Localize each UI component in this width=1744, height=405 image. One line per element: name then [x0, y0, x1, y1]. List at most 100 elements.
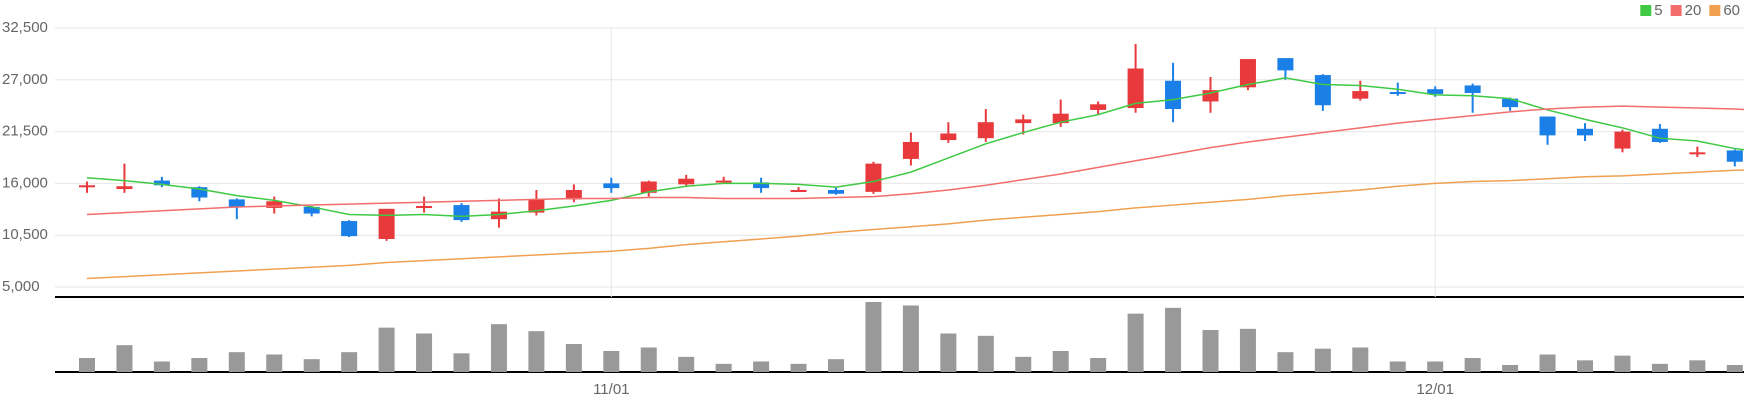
candle-body	[1052, 113, 1069, 124]
candle-body	[528, 199, 545, 213]
volume-bar	[902, 305, 919, 372]
volume-bar	[865, 302, 882, 372]
volume-bar	[1165, 307, 1182, 372]
ma-line	[86, 169, 1744, 280]
volume-bar	[303, 359, 320, 372]
candle-body	[1614, 131, 1631, 149]
candle-body	[865, 163, 882, 192]
candle-body	[1277, 58, 1294, 71]
volume-bar	[753, 361, 770, 372]
volume-bar	[453, 353, 470, 372]
y-tick-label: 10,500	[2, 226, 48, 243]
candle-body	[490, 211, 507, 220]
candle-body	[828, 189, 844, 194]
volume-bar	[1651, 363, 1668, 372]
candle-body	[753, 182, 770, 189]
candle-body	[977, 122, 994, 139]
volume-bar	[1614, 355, 1631, 372]
volume-bar	[1464, 358, 1481, 372]
volume-bar	[1389, 361, 1406, 372]
volume-bar	[341, 352, 358, 372]
volume-bar	[603, 351, 620, 372]
candle-body	[1015, 119, 1032, 124]
volume-bar	[1277, 352, 1294, 372]
volume-bar	[528, 331, 545, 372]
volume-bar	[1539, 354, 1556, 372]
volume-bar	[1577, 360, 1593, 372]
candle-body	[1427, 89, 1444, 94]
volume-bar	[490, 324, 507, 372]
candle-body	[640, 181, 657, 193]
candle-body	[1539, 116, 1556, 136]
y-tick-label: 21,500	[2, 123, 48, 140]
candle-body	[79, 185, 95, 188]
candle-body	[940, 133, 957, 141]
volume-bar	[1427, 361, 1444, 372]
volume-bar	[1127, 313, 1144, 372]
volume-bar	[940, 333, 957, 372]
volume-bar	[1726, 365, 1743, 372]
volume-bar	[1352, 347, 1369, 372]
legend-swatch	[1640, 5, 1652, 16]
candle-body	[1464, 85, 1481, 93]
x-tick-label: 11/01	[593, 381, 629, 398]
candle-body	[378, 208, 395, 239]
candle-body	[1502, 98, 1519, 108]
candle-body	[228, 199, 245, 207]
volume-bar	[1239, 328, 1256, 372]
candle-body	[191, 187, 208, 198]
volume-bar	[378, 327, 395, 372]
candle-body	[1202, 90, 1219, 102]
candle-body	[153, 180, 170, 186]
volume-bar	[715, 363, 732, 372]
candle-body	[1090, 104, 1107, 110]
candle-body	[116, 186, 133, 190]
candle-body	[1239, 59, 1256, 88]
volume-bar	[640, 347, 657, 372]
candle-body	[266, 201, 283, 208]
y-tick-label: 5,000	[2, 278, 40, 295]
candle-body	[1352, 91, 1369, 99]
candle-body	[902, 141, 919, 159]
legend-label: 5	[1654, 2, 1662, 19]
volume-bar	[1015, 356, 1032, 372]
legend-swatch	[1670, 5, 1682, 16]
candle-body	[1577, 128, 1593, 136]
volume-bar	[79, 358, 95, 372]
candle-body	[1165, 80, 1182, 109]
candle-body	[678, 178, 695, 185]
volume-bar	[977, 335, 994, 372]
legend-swatch	[1709, 5, 1721, 16]
candle-body	[303, 206, 320, 214]
ma-line	[86, 105, 1744, 216]
volume-bar	[228, 352, 245, 372]
volume-bar	[678, 356, 695, 372]
volume-bar	[828, 359, 844, 372]
candle-body	[1389, 92, 1406, 95]
candle-body	[790, 189, 807, 192]
candle-body	[715, 180, 732, 183]
volume-bar	[1090, 358, 1107, 372]
volume-bar	[116, 345, 133, 372]
volume-bar	[1689, 360, 1706, 372]
candle-body	[1726, 150, 1743, 162]
volume-bar	[790, 363, 807, 372]
volume-bar	[416, 333, 433, 372]
volume-bar	[191, 358, 208, 372]
volume-bar	[1052, 351, 1069, 372]
volume-bar	[1502, 365, 1519, 372]
candle-body	[1127, 68, 1144, 109]
legend-label: 60	[1723, 2, 1740, 19]
candle-body	[1314, 75, 1331, 106]
candle-body	[1689, 152, 1706, 155]
x-tick-label: 12/01	[1416, 381, 1454, 398]
volume-bar	[1314, 348, 1331, 372]
volume-bar	[153, 361, 170, 372]
y-tick-label: 27,000	[2, 71, 48, 88]
candle-body	[341, 221, 358, 237]
ma-line	[86, 77, 1744, 218]
volume-bar	[266, 354, 283, 372]
y-tick-label: 16,000	[2, 174, 48, 191]
legend-label: 20	[1685, 2, 1702, 19]
